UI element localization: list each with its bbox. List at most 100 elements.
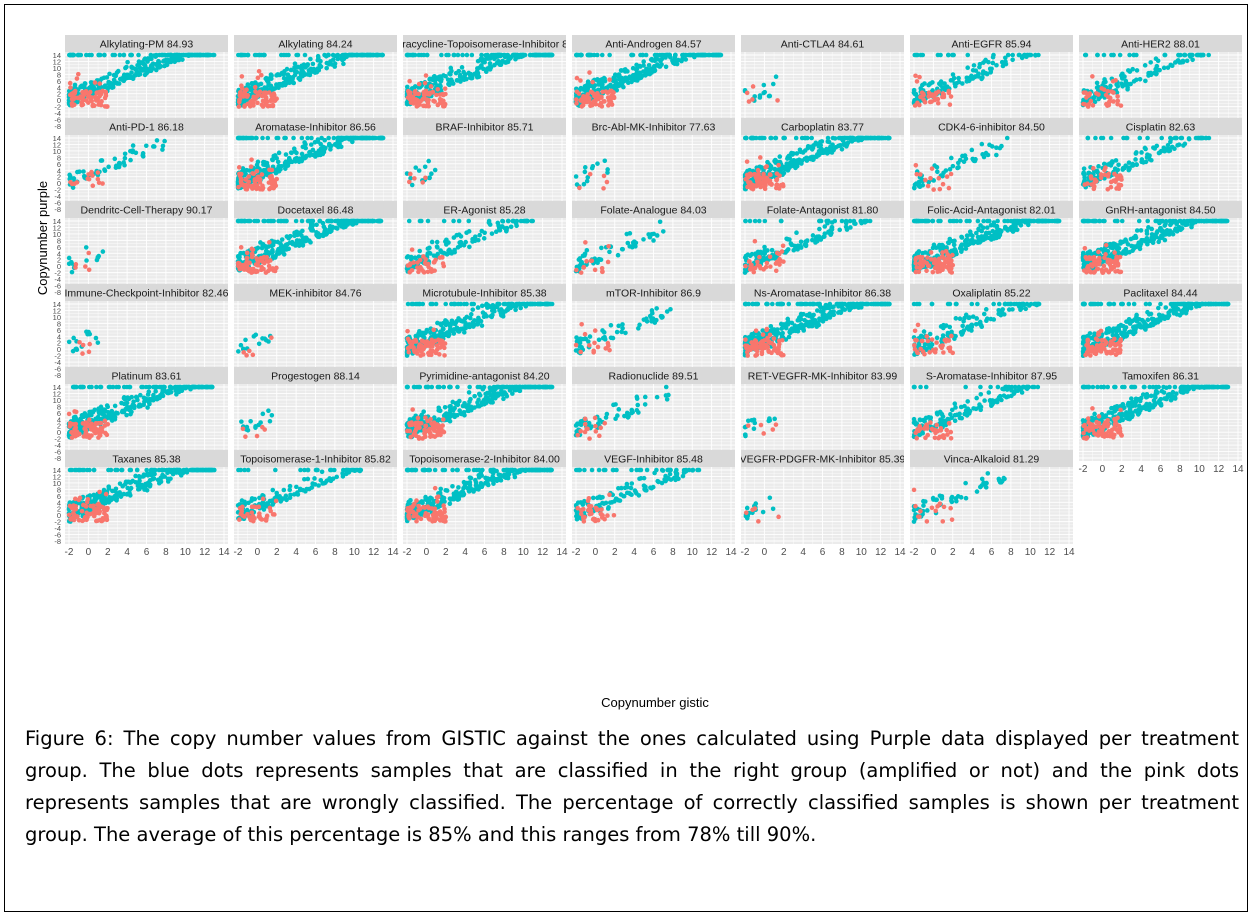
point-correct: [451, 52, 457, 58]
point-correct: [134, 70, 139, 76]
point-wrong: [592, 267, 598, 273]
point-correct: [260, 135, 265, 141]
point-correct: [121, 160, 126, 165]
point-correct: [1149, 157, 1154, 163]
point-correct: [69, 52, 75, 58]
point-correct: [658, 58, 663, 64]
point-correct: [412, 255, 418, 261]
point-correct: [1147, 153, 1152, 158]
point-correct: [112, 156, 118, 162]
point-correct: [521, 218, 526, 224]
point-wrong: [431, 260, 437, 265]
point-correct: [981, 218, 986, 224]
point-correct: [165, 57, 171, 63]
point-correct: [308, 56, 313, 62]
facet-panel: Anthracycline-Topoisomerase-Inhibitor 84…: [403, 35, 566, 129]
point-wrong: [255, 257, 260, 263]
point-wrong: [598, 100, 604, 106]
point-correct: [633, 240, 639, 246]
point-wrong: [409, 247, 415, 252]
point-correct: [1108, 83, 1113, 89]
point-correct: [341, 61, 346, 67]
point-correct: [282, 135, 287, 141]
point-wrong: [1090, 103, 1096, 108]
point-wrong: [1111, 99, 1116, 104]
point-correct: [489, 231, 495, 236]
point-correct: [717, 52, 723, 58]
point-correct: [547, 52, 553, 58]
point-wrong: [264, 255, 270, 260]
point-correct: [1116, 162, 1121, 168]
point-correct: [1149, 226, 1155, 232]
point-correct: [422, 164, 428, 170]
point-correct: [762, 135, 767, 141]
point-correct: [1003, 55, 1008, 61]
point-correct: [427, 251, 433, 256]
point-correct: [862, 218, 867, 224]
point-correct: [434, 244, 440, 249]
point-correct: [508, 224, 514, 230]
point-correct: [444, 52, 449, 58]
point-correct: [940, 85, 945, 90]
point-correct: [496, 61, 502, 66]
point-correct: [326, 143, 332, 148]
point-correct: [321, 147, 327, 153]
point-correct: [612, 83, 617, 89]
point-correct: [979, 141, 985, 147]
point-correct: [975, 240, 981, 246]
point-correct: [1127, 52, 1132, 58]
point-correct: [975, 218, 981, 224]
point-correct: [1145, 135, 1150, 141]
point-correct: [268, 75, 273, 80]
point-correct: [985, 152, 991, 158]
point-wrong: [249, 98, 255, 103]
point-wrong: [914, 79, 920, 84]
point-wrong: [932, 97, 938, 103]
point-correct: [293, 218, 299, 224]
point-correct: [1141, 238, 1146, 243]
point-wrong: [249, 270, 254, 275]
point-correct: [366, 218, 371, 224]
point-correct: [1120, 84, 1125, 89]
point-correct: [969, 73, 974, 79]
point-correct: [1136, 218, 1142, 224]
point-correct: [173, 54, 179, 60]
point-wrong: [574, 101, 579, 106]
point-correct: [91, 85, 97, 91]
facet-title: Dendritc-Cell-Therapy 90.17: [81, 205, 213, 217]
point-correct: [681, 52, 686, 58]
point-correct: [923, 250, 928, 255]
point-wrong: [430, 268, 436, 274]
point-correct: [325, 52, 331, 58]
point-correct: [819, 139, 825, 144]
facet-panel: ER-Agonist 85.28: [403, 201, 566, 295]
point-correct: [1083, 52, 1089, 58]
point-wrong: [763, 164, 768, 170]
point-wrong: [1110, 78, 1116, 84]
point-wrong: [421, 254, 426, 259]
point-wrong: [947, 102, 953, 107]
point-correct: [343, 220, 349, 226]
point-correct: [817, 226, 822, 232]
point-correct: [377, 218, 383, 224]
point-wrong: [260, 259, 266, 265]
point-correct: [1024, 218, 1029, 224]
point-correct: [770, 81, 776, 87]
point-correct: [599, 52, 605, 58]
point-correct: [99, 158, 105, 163]
point-wrong: [441, 98, 446, 104]
point-wrong: [768, 264, 773, 269]
point-wrong: [247, 103, 253, 109]
point-correct: [354, 52, 360, 58]
point-wrong: [412, 176, 417, 181]
point-wrong: [1102, 172, 1108, 178]
point-wrong: [582, 94, 588, 100]
point-correct: [802, 148, 808, 153]
point-correct: [143, 143, 149, 149]
point-wrong: [423, 175, 428, 181]
point-correct: [829, 225, 835, 231]
point-correct: [100, 85, 105, 90]
point-correct: [946, 240, 952, 246]
point-correct: [955, 160, 961, 166]
point-correct: [303, 145, 309, 151]
